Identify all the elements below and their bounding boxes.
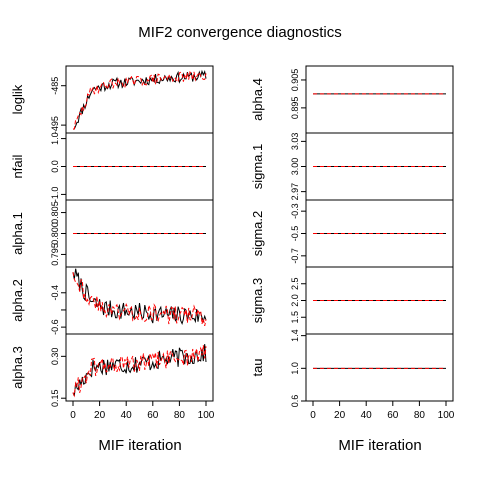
- panel-y-label: loglik: [10, 84, 25, 114]
- x-tick-label: 0: [310, 410, 316, 421]
- panel-y-label: alpha.4: [250, 78, 265, 121]
- y-tick-label: -0.7: [290, 248, 300, 264]
- panel-y-label: sigma.3: [250, 278, 265, 324]
- series-line-red: [72, 70, 207, 130]
- y-tick-label: -495: [50, 116, 60, 134]
- panel-sigma-2: -0.7 -0.5 -0.3 sigma.2: [250, 199, 454, 268]
- panel-y-label: alpha.1: [10, 212, 25, 255]
- y-tick-label: -485: [50, 77, 60, 95]
- panel-y-label: nfail: [10, 154, 25, 178]
- panel-y-label: alpha.3: [10, 346, 25, 389]
- y-tick-label: 0.905: [290, 69, 300, 92]
- y-tick-label: 2.5: [290, 277, 300, 290]
- chart-title: MIF2 convergence diagnostics: [138, 24, 341, 41]
- panel-y-label: alpha.2: [10, 279, 25, 322]
- x-tick-label: 0: [70, 410, 76, 421]
- panel-frame: [65, 333, 214, 402]
- x-tick-label: 80: [414, 410, 426, 421]
- panel-y-label: tau: [250, 358, 265, 376]
- y-tick-label: 3.03: [290, 133, 300, 151]
- x-tick-label: 100: [198, 410, 215, 421]
- y-tick-label: -0.6: [50, 319, 60, 335]
- panel-group: -495-485loglik-1.00.01.0nfail0.7950.8000…: [10, 65, 455, 421]
- y-tick-label: 1.0: [50, 132, 60, 145]
- panel-y-label: sigma.1: [250, 144, 265, 190]
- panel-y-label: sigma.2: [250, 211, 265, 257]
- series-line-black: [72, 69, 207, 130]
- series-line-red: [72, 345, 207, 398]
- y-tick-label: -0.4: [50, 285, 60, 301]
- x-tick-label: 60: [387, 410, 399, 421]
- x-tick-label: 60: [147, 410, 159, 421]
- y-tick-label: 0.6: [290, 395, 300, 408]
- y-tick-label: 0.30: [50, 348, 60, 366]
- y-tick-label: 1.4: [290, 329, 300, 342]
- x-tick-label: 80: [174, 410, 186, 421]
- panel-tau: 0.6 1.0 1.4 tau 0 20 40 60 80 100: [250, 329, 455, 421]
- panel-frame: [305, 65, 454, 134]
- y-tick-label: 0.800: [50, 222, 60, 245]
- y-tick-label: 0.795: [50, 243, 60, 266]
- y-tick-label: -0.5: [290, 226, 300, 242]
- panel-sigma-1: 2.97 3.00 3.03 sigma.1: [250, 132, 454, 201]
- y-tick-label: 1.5: [290, 311, 300, 324]
- y-tick-label: 0.895: [290, 97, 300, 120]
- panel-frame: [305, 333, 454, 402]
- x-tick-label: 40: [361, 410, 373, 421]
- series-line-black: [72, 268, 207, 326]
- panel-alpha-4: 0.895 0.905 alpha.4: [250, 65, 454, 134]
- x-axis-label-right: MIF iteration: [338, 437, 421, 454]
- y-tick-label: 2.97: [290, 183, 300, 201]
- x-axis-label-left: MIF iteration: [98, 437, 181, 454]
- y-tick-label: 0.0: [50, 160, 60, 173]
- y-tick-label: -1.0: [50, 187, 60, 203]
- panel-alpha-3: 0.15 0.30 alpha.3 0 20 40 60 80 100: [10, 333, 215, 421]
- y-tick-label: 0.805: [50, 201, 60, 224]
- x-tick-label: 20: [94, 410, 106, 421]
- panel-nfail: -1.0 0.0 1.0 nfail: [10, 132, 214, 203]
- y-tick-label: 2.0: [290, 294, 300, 307]
- x-tick-label: 100: [438, 410, 455, 421]
- y-tick-label: 1.0: [290, 362, 300, 375]
- panel-alpha-2: -0.6 -0.4 alpha.2: [10, 266, 214, 335]
- series-line-red: [72, 272, 207, 326]
- y-tick-label: -0.3: [290, 203, 300, 219]
- panel-loglik: -495 -485 loglik: [10, 65, 214, 134]
- panel-frame: [65, 65, 214, 134]
- y-tick-label: 3.00: [290, 158, 300, 176]
- x-tick-label: 20: [334, 410, 346, 421]
- x-tick-label: 40: [121, 410, 133, 421]
- panel-sigma-3: 1.5 2.0 2.5 sigma.3: [250, 266, 454, 335]
- y-tick-label: 0.15: [50, 389, 60, 407]
